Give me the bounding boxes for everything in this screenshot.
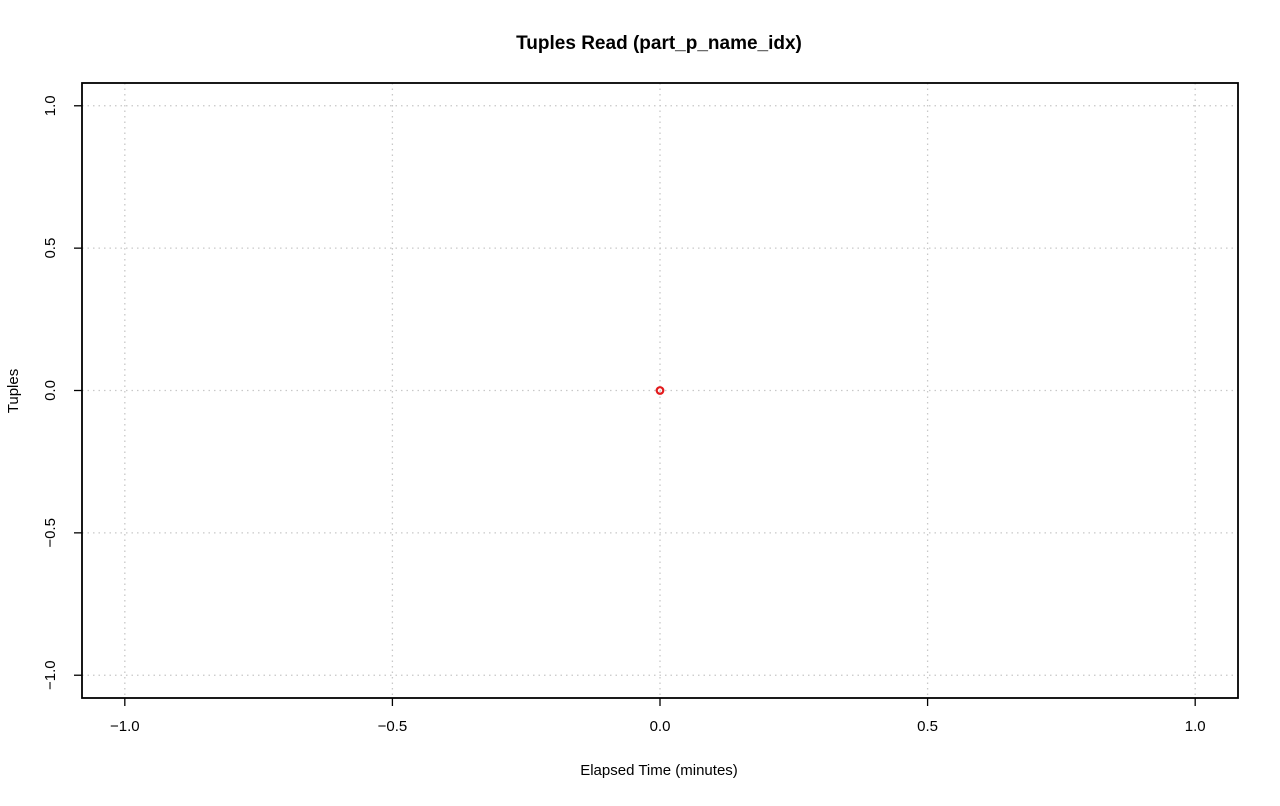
data-points xyxy=(655,386,665,395)
axis-ticks xyxy=(74,105,1196,706)
x-tick-label: 1.0 xyxy=(1185,718,1206,735)
y-tick-label: −1.0 xyxy=(42,660,59,690)
y-axis-label: Tuples xyxy=(5,369,22,413)
x-tick-label: 0.0 xyxy=(650,718,671,735)
y-tick-label: 0.0 xyxy=(42,380,59,401)
grid-lines xyxy=(82,83,1238,698)
x-tick-label: −1.0 xyxy=(110,718,140,735)
plot-frame xyxy=(81,82,1239,699)
chart-title: Tuples Read (part_p_name_idx) xyxy=(516,33,802,54)
y-tick-label: 1.0 xyxy=(42,95,59,116)
y-tick-label: −0.5 xyxy=(42,518,59,548)
y-tick-label: 0.5 xyxy=(42,238,59,259)
x-tick-label: 0.5 xyxy=(917,718,938,735)
x-axis-label: Elapsed Time (minutes) xyxy=(580,762,738,779)
axis-tick-labels: −1.0 −0.5 0.0 0.5 1.0 −1.0 −0.5 0.0 0.5 1.0 xyxy=(42,95,1206,735)
x-tick-label: −0.5 xyxy=(378,718,408,735)
data-point xyxy=(655,386,665,395)
